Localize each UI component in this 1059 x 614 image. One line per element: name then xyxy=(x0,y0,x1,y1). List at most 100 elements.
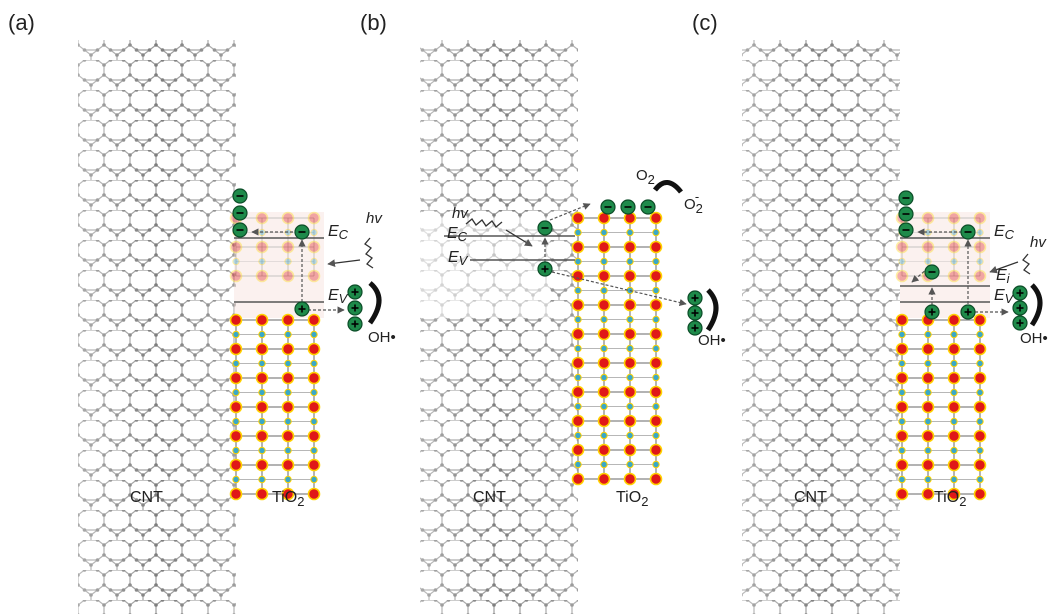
panel-a-cnt-label: CNT xyxy=(130,489,163,506)
o-atom xyxy=(921,211,935,225)
ti-atom xyxy=(652,402,660,411)
ti-atom xyxy=(950,388,958,397)
o-atom xyxy=(947,211,961,225)
ti-atom xyxy=(284,330,292,339)
ti-atom xyxy=(898,330,906,339)
ti-atom xyxy=(310,388,318,397)
o-atom xyxy=(649,443,663,457)
panel-b-holes xyxy=(537,261,703,336)
panel-c-ec-label: EC xyxy=(994,223,1015,242)
ti-atom xyxy=(232,417,240,426)
ti-atom xyxy=(284,475,292,484)
ti-atom xyxy=(600,228,608,237)
ti-atom xyxy=(626,344,634,353)
ti-atom xyxy=(950,417,958,426)
ti-atom xyxy=(258,446,266,455)
ti-atom xyxy=(924,257,932,266)
panel-a-oh-arrow xyxy=(367,281,382,325)
ti-atom xyxy=(258,388,266,397)
o-atom xyxy=(649,414,663,428)
o-atom xyxy=(255,429,269,443)
o-atom xyxy=(281,211,295,225)
panel-a: (a) EC EV hv OH• CNT TiO2 xyxy=(8,10,396,614)
ti-atom xyxy=(626,315,634,324)
ti-atom xyxy=(284,446,292,455)
o-atom xyxy=(973,211,987,225)
panel-a-tio2-label: TiO2 xyxy=(272,489,304,509)
ti-atom xyxy=(600,460,608,469)
o-atom xyxy=(307,400,321,414)
ti-atom xyxy=(950,330,958,339)
o-atom xyxy=(623,443,637,457)
o-atom xyxy=(229,240,243,254)
ti-atom xyxy=(626,373,634,382)
ti-atom xyxy=(898,417,906,426)
o-atom xyxy=(947,269,961,283)
o-atom xyxy=(281,487,295,501)
ti-atom xyxy=(626,402,634,411)
panel-b-ev-label: EV xyxy=(448,249,469,268)
ti-atom xyxy=(310,257,318,266)
o-atom xyxy=(623,269,637,283)
ti-atom xyxy=(574,257,582,266)
ti-atom xyxy=(284,257,292,266)
panel-c-cnt-label: CNT xyxy=(794,489,827,506)
o-atom xyxy=(649,356,663,370)
o-atom xyxy=(973,400,987,414)
o-atom xyxy=(597,356,611,370)
o-atom xyxy=(973,313,987,327)
ti-atom xyxy=(600,257,608,266)
o-atom xyxy=(921,240,935,254)
o-atom xyxy=(973,458,987,472)
panel-a-hv-label: hv xyxy=(366,210,383,227)
o-atom xyxy=(895,487,909,501)
ti-atom xyxy=(652,257,660,266)
panel-b-letter: (b) xyxy=(360,10,387,35)
o-atom xyxy=(649,385,663,399)
panel-c-electrons xyxy=(898,190,976,280)
o-atom xyxy=(895,371,909,385)
o-atom xyxy=(597,240,611,254)
o-atom xyxy=(921,487,935,501)
o-atom xyxy=(921,458,935,472)
ti-atom xyxy=(626,460,634,469)
ti-atom xyxy=(310,359,318,368)
ti-atom xyxy=(924,330,932,339)
ti-atom xyxy=(600,402,608,411)
ti-atom xyxy=(924,388,932,397)
ti-atom xyxy=(310,417,318,426)
o-atom xyxy=(307,269,321,283)
ti-atom xyxy=(626,257,634,266)
ti-atom xyxy=(652,344,660,353)
ti-atom xyxy=(652,286,660,295)
ti-atom xyxy=(574,228,582,237)
panel-a-oh-label: OH• xyxy=(368,329,396,346)
o-atom xyxy=(895,342,909,356)
o-atom xyxy=(307,313,321,327)
ti-atom xyxy=(574,431,582,440)
ti-atom xyxy=(600,373,608,382)
o-atom xyxy=(895,240,909,254)
panel-b: (b) hv EC EV O2 O2- OH• CNT TiO2 xyxy=(360,10,726,614)
panel-b-photon-wave xyxy=(465,218,503,228)
o-atom xyxy=(921,400,935,414)
o-atom xyxy=(597,443,611,457)
panel-b-tio2-lattice xyxy=(571,211,663,486)
ti-atom xyxy=(600,315,608,324)
o-atom xyxy=(649,240,663,254)
ti-atom xyxy=(600,286,608,295)
ti-atom xyxy=(652,373,660,382)
ti-atom xyxy=(258,417,266,426)
panel-a-electrons xyxy=(232,188,310,240)
ti-atom xyxy=(950,359,958,368)
o-atom xyxy=(947,313,961,327)
panel-c-tio2-lattice xyxy=(895,313,987,501)
o-atom xyxy=(281,240,295,254)
ti-atom xyxy=(976,228,984,237)
panel-b-o2-arrow xyxy=(653,180,683,194)
panel-a-ec-label: EC xyxy=(328,223,349,242)
ti-atom xyxy=(258,257,266,266)
o-atom xyxy=(623,385,637,399)
ti-atom xyxy=(924,475,932,484)
o-atom xyxy=(255,313,269,327)
